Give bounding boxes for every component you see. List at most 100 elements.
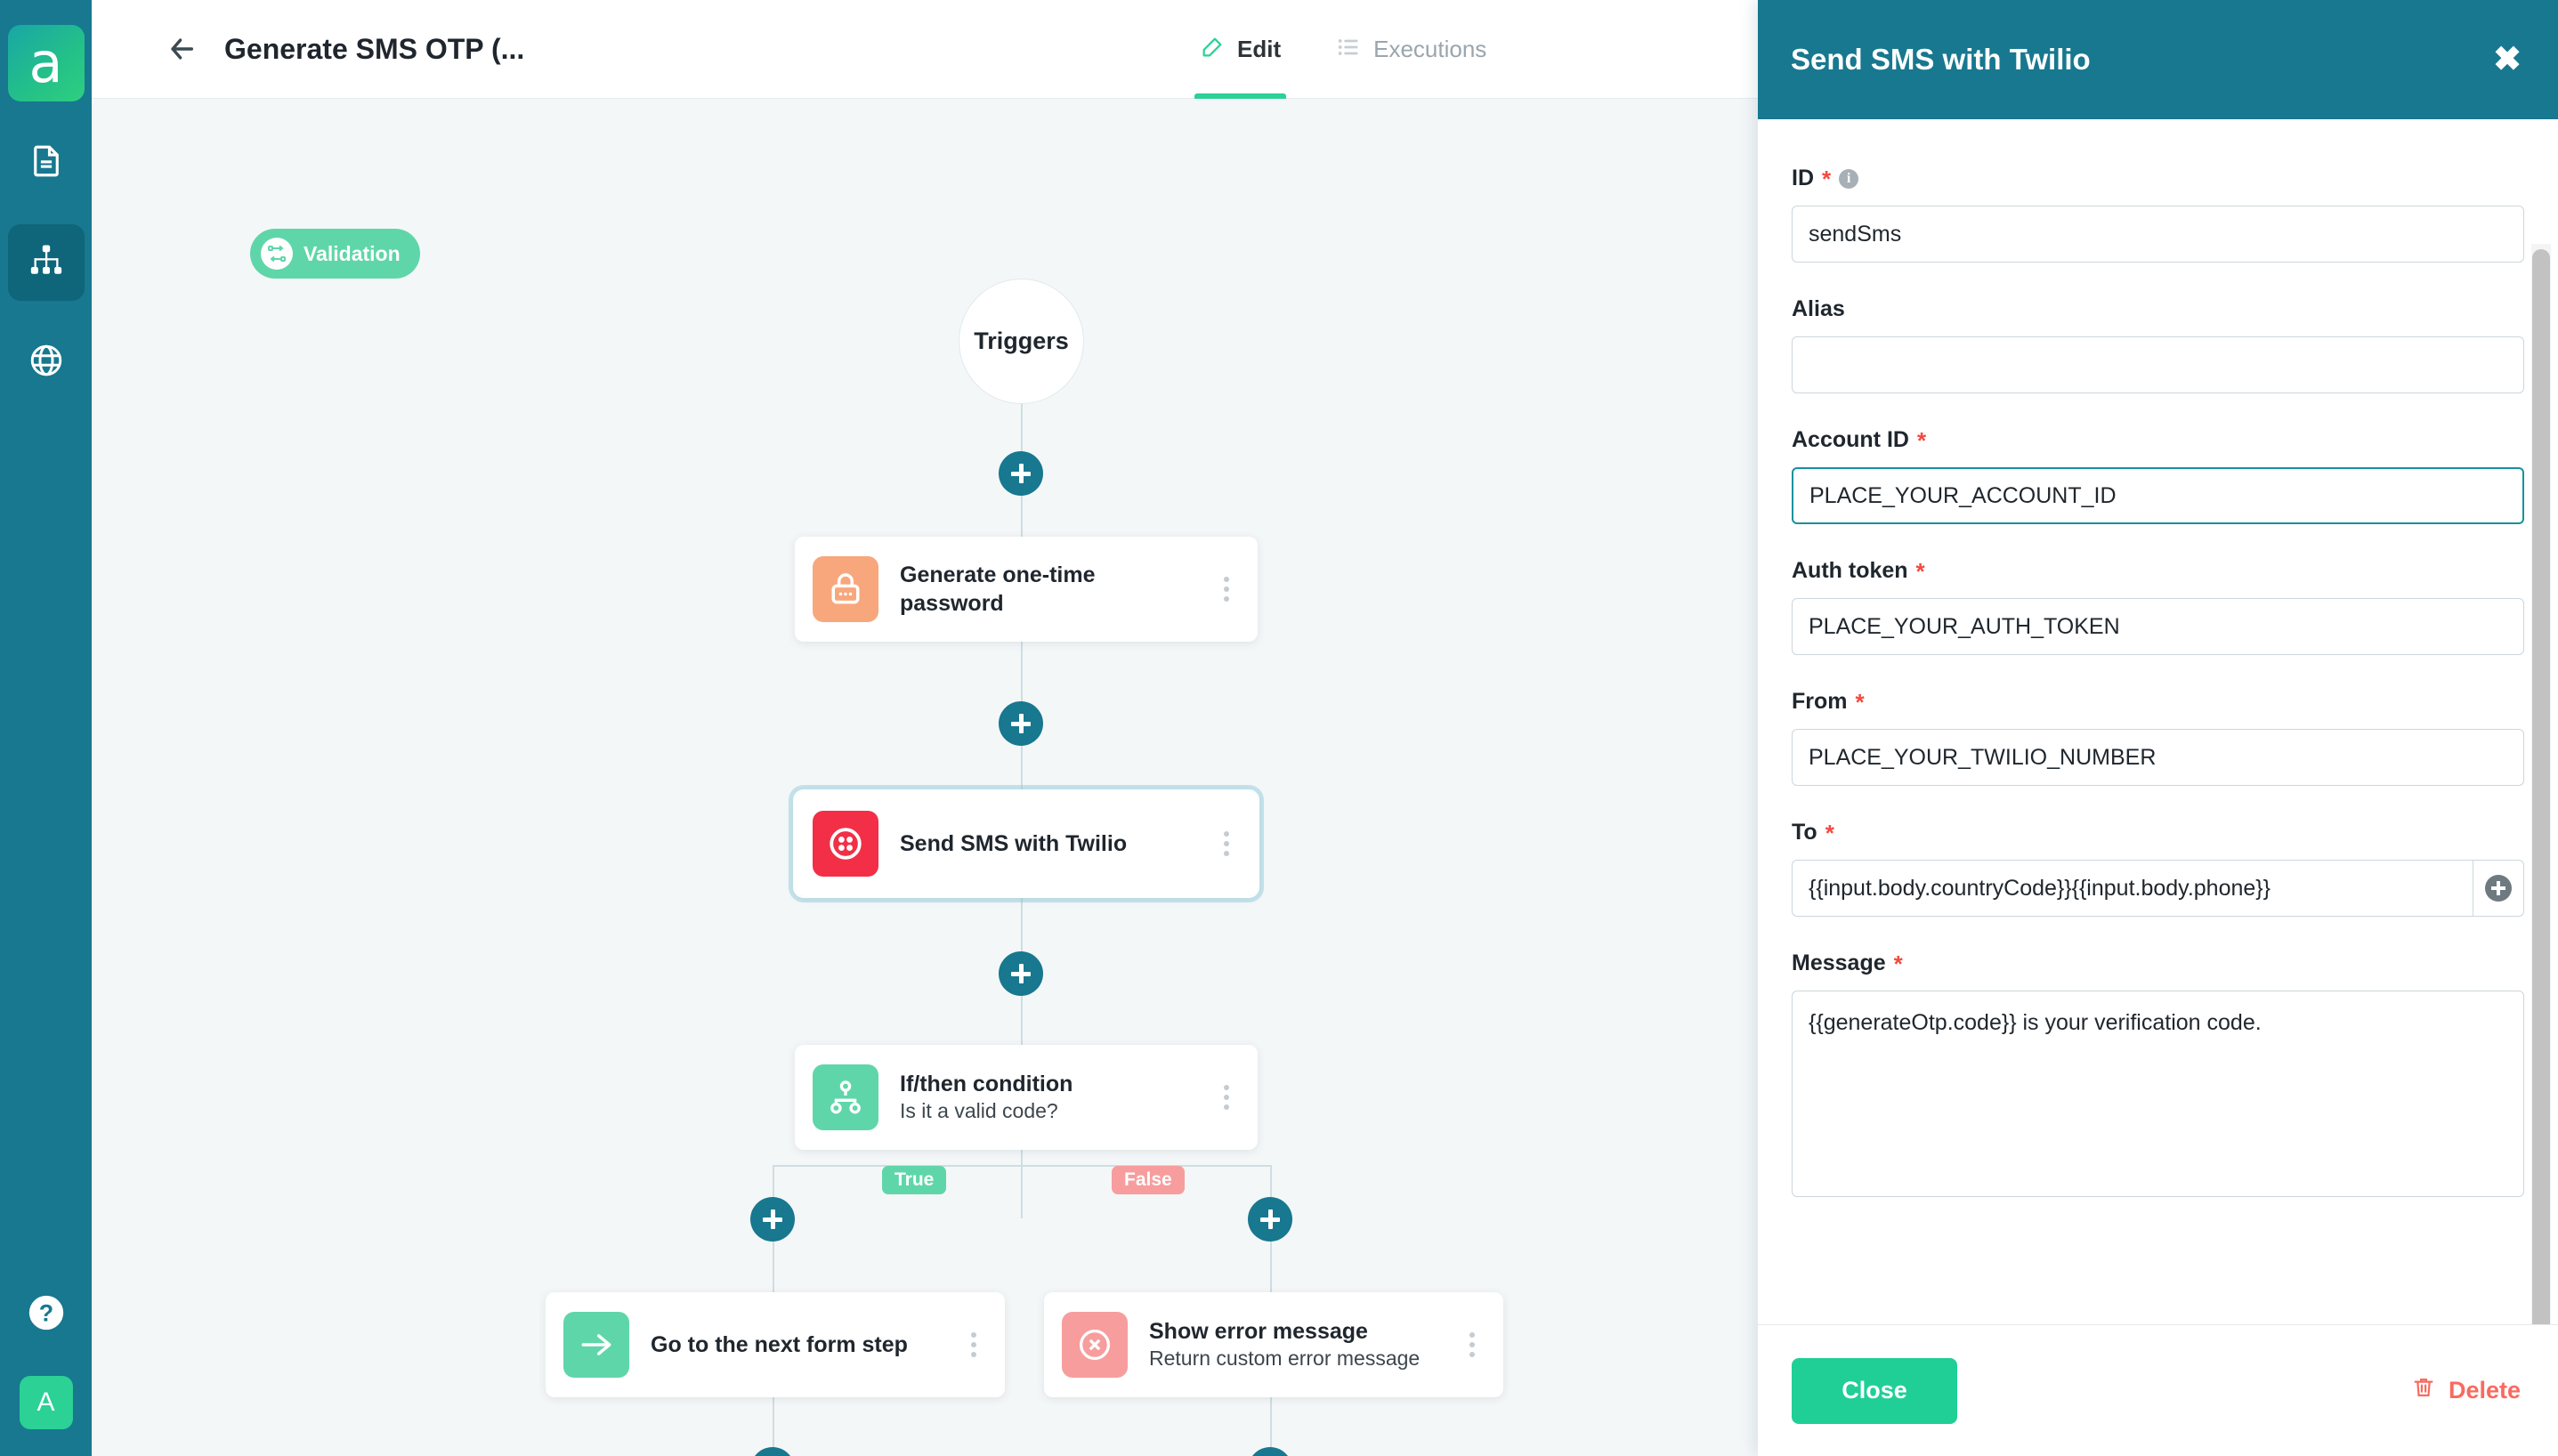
info-icon[interactable]: i [1839, 168, 1859, 189]
node-menu-icon[interactable] [1213, 823, 1240, 864]
field-label-text: To [1792, 820, 1817, 845]
node-subtitle: Return custom error message [1149, 1347, 1421, 1371]
field-id: ID * i [1792, 166, 2524, 263]
field-auth-token: Auth token * [1792, 558, 2524, 655]
field-label-text: Message [1792, 950, 1886, 975]
edit-pencil-icon [1200, 35, 1225, 64]
field-label: Auth token * [1792, 558, 2524, 584]
edge-if-out [1021, 1131, 1023, 1218]
close-button[interactable]: Close [1792, 1357, 1957, 1424]
required-marker: * [1825, 819, 1834, 846]
app-logo[interactable]: a [7, 25, 85, 101]
validation-icon [261, 238, 293, 270]
field-account-id: Account ID * [1792, 427, 2524, 524]
field-alias: Alias [1792, 296, 2524, 393]
node-send-sms-twilio[interactable]: Send SMS with Twilio [793, 789, 1259, 898]
panel-body: ID * i Alias Account ID * [1758, 119, 2558, 1324]
node-text: Go to the next form step [651, 1331, 948, 1359]
main-area: Generate SMS OTP (... Edit [92, 0, 1758, 1456]
flow-canvas[interactable]: Validation Triggers [92, 99, 1758, 1456]
validation-badge[interactable]: Validation [250, 229, 420, 279]
id-input[interactable] [1792, 206, 2524, 263]
node-if-then[interactable]: If/then condition Is it a valid code? [795, 1045, 1258, 1150]
trigger-node[interactable]: Triggers [959, 279, 1084, 404]
svg-text:?: ? [38, 1300, 53, 1327]
edge-branch-true [773, 1165, 774, 1371]
node-next-form-step[interactable]: Go to the next form step [546, 1292, 1005, 1397]
list-icon [1336, 35, 1361, 64]
add-step-button-false-tail[interactable] [1248, 1447, 1292, 1456]
page-title: Generate SMS OTP (... [224, 32, 525, 65]
panel-title: Send SMS with Twilio [1791, 43, 2091, 76]
field-message: Message * [1792, 950, 2524, 1201]
node-menu-icon[interactable] [1213, 1077, 1240, 1118]
plus-circle-icon[interactable] [2473, 860, 2524, 917]
required-marker: * [1855, 688, 1865, 716]
auth-token-input[interactable] [1792, 598, 2524, 655]
sitemap-icon [28, 242, 65, 284]
panel-scrollbar[interactable] [2531, 244, 2551, 1324]
panel-header: Send SMS with Twilio ✖ [1758, 0, 2558, 119]
account-id-input[interactable] [1792, 467, 2524, 524]
lock-icon [813, 556, 878, 622]
field-label: Alias [1792, 296, 2524, 322]
node-title: Go to the next form step [651, 1332, 908, 1357]
node-title: Show error message [1149, 1319, 1368, 1345]
required-marker: * [1916, 426, 1927, 454]
add-step-button-false[interactable] [1248, 1197, 1292, 1242]
sidebar-item-integrations[interactable] [8, 324, 85, 400]
field-label: Message * [1792, 950, 2524, 976]
to-input-row [1792, 860, 2524, 917]
globe-icon [28, 342, 65, 384]
edge-false-tail [1270, 1371, 1272, 1456]
x-circle-icon [1062, 1312, 1128, 1378]
panel-footer: Close Delete [1758, 1324, 2558, 1456]
to-input[interactable] [1792, 860, 2473, 917]
branch-label-true: True [882, 1166, 947, 1194]
add-step-button-true-tail[interactable] [750, 1447, 795, 1456]
add-step-button-true[interactable] [750, 1197, 795, 1242]
delete-button[interactable]: Delete [2411, 1374, 2521, 1407]
node-show-error[interactable]: Show error message Return custom error m… [1044, 1292, 1503, 1397]
rail-bottom: ? A [0, 1292, 92, 1429]
node-menu-icon[interactable] [1213, 569, 1240, 610]
field-label-text: Account ID [1792, 427, 1909, 452]
node-title: If/then condition [900, 1072, 1073, 1097]
trash-icon [2411, 1374, 2436, 1407]
field-label: From * [1792, 689, 2524, 715]
add-step-button-3[interactable] [999, 951, 1043, 996]
document-icon [28, 142, 65, 184]
delete-label: Delete [2448, 1377, 2521, 1403]
edge-branch-false [1270, 1165, 1272, 1371]
tab-edit-label: Edit [1237, 36, 1282, 62]
alias-input[interactable] [1792, 336, 2524, 393]
panel-scrollbar-thumb[interactable] [2532, 249, 2550, 1324]
tab-edit[interactable]: Edit [1194, 0, 1287, 99]
add-step-button-2[interactable] [999, 701, 1043, 746]
field-label-text: Alias [1792, 296, 1845, 321]
field-to: To * [1792, 820, 2524, 917]
avatar[interactable]: A [19, 1376, 73, 1429]
node-title: Generate one-time password [900, 562, 1096, 616]
required-marker: * [1915, 557, 1925, 585]
add-step-button-1[interactable] [999, 451, 1043, 496]
left-rail: a [0, 0, 92, 1456]
validation-badge-label: Validation [304, 241, 401, 265]
message-textarea[interactable] [1792, 991, 2524, 1197]
node-menu-icon[interactable] [960, 1324, 987, 1365]
node-generate-otp[interactable]: Generate one-time password [795, 537, 1258, 642]
sidebar-item-documents[interactable] [8, 125, 85, 201]
node-menu-icon[interactable] [1459, 1324, 1485, 1365]
from-input[interactable] [1792, 729, 2524, 786]
branch-label-false: False [1112, 1166, 1185, 1194]
close-icon[interactable]: ✖ [2493, 41, 2522, 78]
help-icon[interactable]: ? [26, 1292, 67, 1333]
edge-true-tail [773, 1371, 774, 1456]
field-from: From * [1792, 689, 2524, 786]
top-bar: Generate SMS OTP (... Edit [92, 0, 1758, 99]
back-arrow-icon[interactable] [162, 29, 201, 69]
sidebar-item-flows[interactable] [7, 224, 85, 301]
tab-executions[interactable]: Executions [1331, 0, 1492, 99]
required-marker: * [1822, 165, 1832, 192]
